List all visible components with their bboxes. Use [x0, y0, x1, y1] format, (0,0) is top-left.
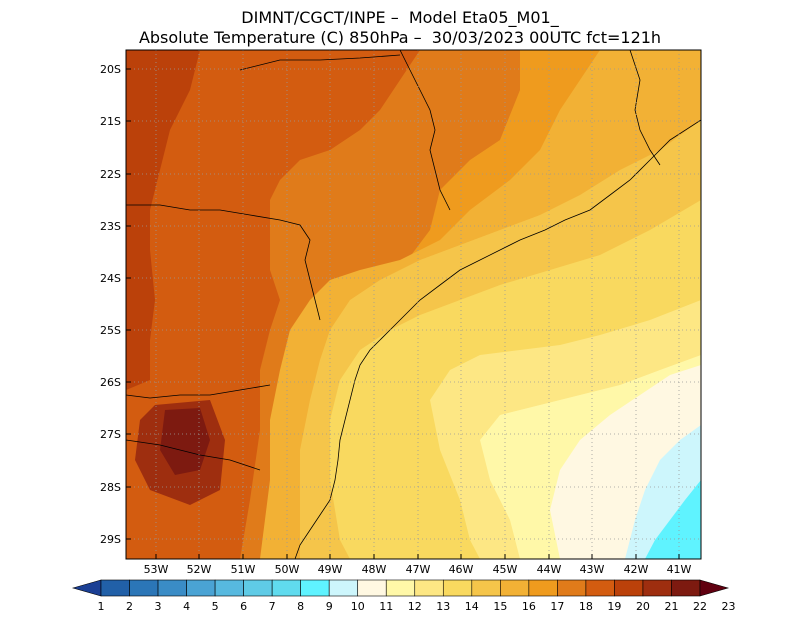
colorbar-cell [357, 579, 387, 597]
lon-label: 49W [318, 563, 343, 576]
lat-label: 26S [100, 376, 121, 389]
band-22 [160, 408, 210, 475]
colorbar-label: 16 [522, 600, 536, 613]
colorbar-cell [100, 579, 130, 597]
colorbar-label: 14 [465, 600, 479, 613]
title-line-2: Absolute Temperature (C) 850hPa – 30/03/… [138, 28, 662, 47]
colorbar-cell [642, 579, 672, 597]
lon-label: 47W [406, 563, 431, 576]
colorbar-label: 5 [212, 600, 219, 613]
colorbar-cell [157, 579, 187, 597]
colorbar-label: 7 [269, 600, 276, 613]
lat-label: 28S [100, 481, 121, 494]
colorbar-label: 22 [693, 600, 707, 613]
lon-labels: 53W 52W 51W 50W 49W 48W 47W 46W 45W 44W … [144, 563, 692, 576]
colorbar-label: 21 [664, 600, 678, 613]
colorbar-label: 15 [493, 600, 507, 613]
band-20 [126, 50, 200, 390]
lat-label: 22S [100, 168, 121, 181]
lon-label: 42W [624, 563, 649, 576]
colorbar-cell [585, 579, 615, 597]
colorbar-label: 3 [155, 600, 162, 613]
lon-label: 43W [580, 563, 605, 576]
colorbar-cell [328, 579, 359, 597]
colorbar-label: 19 [607, 600, 621, 613]
colorbar-label: 2 [126, 600, 133, 613]
colorbar-cell [300, 579, 330, 597]
lon-label: 51W [231, 563, 256, 576]
lat-label: 27S [100, 428, 121, 441]
lat-label: 21S [100, 115, 121, 128]
lon-label: 48W [362, 563, 387, 576]
colorbar-left-arrow [71, 579, 102, 597]
plot-frame [125, 49, 702, 560]
colorbar-cell [271, 579, 301, 597]
lat-label: 25S [100, 324, 121, 337]
colorbar-label: 13 [436, 600, 450, 613]
lon-label: 52W [187, 563, 212, 576]
colorbar-cell [671, 579, 701, 597]
colorbar-cell [186, 579, 216, 597]
colorbar-label: 18 [579, 600, 593, 613]
colorbar: 1 2 3 4 5 6 7 8 9 10 11 12 13 14 15 16 17 18 19 20 21 22 23 [71, 579, 736, 613]
colorbar-right-arrow [699, 579, 730, 597]
coastline [126, 50, 701, 559]
lat-labels: 20S 21S 22S 23S 24S 25S 26S 27S 28S 29S [100, 63, 121, 546]
lat-label: 29S [100, 533, 121, 546]
lat-label: 20S [100, 63, 121, 76]
lon-label: 53W [144, 563, 169, 576]
colorbar-cell [129, 579, 159, 597]
lon-label: 44W [537, 563, 562, 576]
colorbar-cell [614, 579, 644, 597]
lon-label: 50W [275, 563, 300, 576]
colorbar-cell [442, 579, 473, 597]
lon-label: 45W [493, 563, 518, 576]
colorbar-label: 11 [379, 600, 393, 613]
colorbar-label: 4 [183, 600, 190, 613]
colorbar-label: 12 [408, 600, 422, 613]
colorbar-cell [414, 579, 444, 597]
colorbar-label: 8 [297, 600, 304, 613]
colorbar-label: 20 [636, 600, 650, 613]
colorbar-cell [500, 579, 530, 597]
grid-lines [126, 50, 701, 559]
title-line-1: DIMNT/CGCT/INPE – Model Eta05_M01_ [241, 8, 559, 27]
colorbar-cell [557, 579, 587, 597]
temperature-field [126, 50, 701, 559]
colorbar-label: 10 [351, 600, 365, 613]
lat-label: 24S [100, 272, 121, 285]
colorbar-label: 9 [326, 600, 333, 613]
colorbar-label: 23 [722, 600, 736, 613]
lat-label: 23S [100, 220, 121, 233]
colorbar-label: 6 [240, 600, 247, 613]
colorbar-cell [528, 579, 558, 597]
lon-label: 46W [449, 563, 474, 576]
colorbar-cell [214, 579, 244, 597]
colorbar-cell [385, 579, 416, 597]
colorbar-label: 17 [550, 600, 564, 613]
axis-ticks [126, 68, 680, 559]
lon-label: 41W [667, 563, 692, 576]
colorbar-label: 1 [98, 600, 105, 613]
colorbar-cell [243, 579, 273, 597]
colorbar-cell [471, 579, 501, 597]
